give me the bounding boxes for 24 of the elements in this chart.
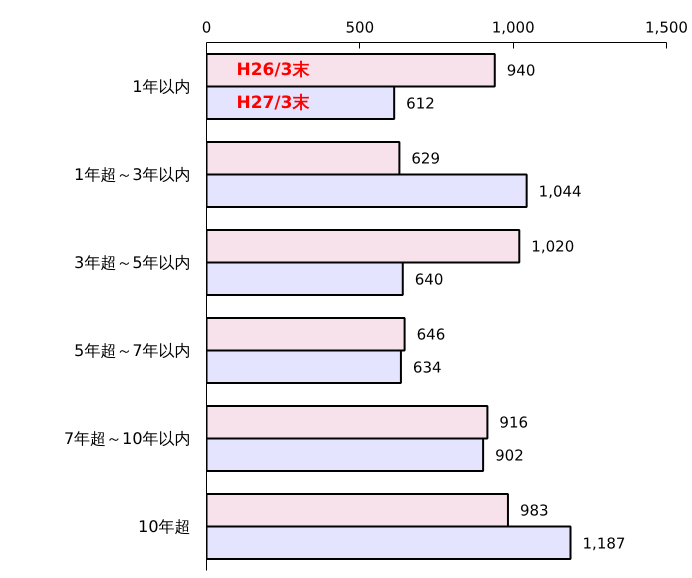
data-label: 634 [412,358,442,376]
data-label: 902 [495,446,524,464]
y-tick-label: 3年超～5年以内 [74,253,190,272]
y-tick-label: 10年超 [138,517,190,536]
series-label: H27/3末 [236,92,310,113]
y-tick-label: 1年超～3年以内 [74,165,190,184]
x-tick-label: 500 [346,18,374,36]
data-label: 1,187 [582,534,626,552]
data-label: 646 [416,326,446,344]
data-label: 629 [411,150,440,168]
data-label: 983 [520,502,549,520]
data-label: 940 [506,62,536,80]
y-tick-label: 7年超～10年以内 [64,429,191,448]
y-tick-label: 5年超～7年以内 [74,341,190,360]
x-tick-label: 1,500 [645,18,688,36]
series-label: H26/3末 [236,60,310,80]
y-tick-label: 1年以内 [132,77,191,96]
data-label: 1,044 [538,182,582,200]
x-tick-label: 1,000 [492,18,535,36]
data-label: 1,020 [531,238,574,256]
data-label: 916 [499,414,528,432]
data-label: 612 [406,94,435,112]
data-label: 640 [414,270,444,288]
x-tick-label: 0 [202,18,212,36]
